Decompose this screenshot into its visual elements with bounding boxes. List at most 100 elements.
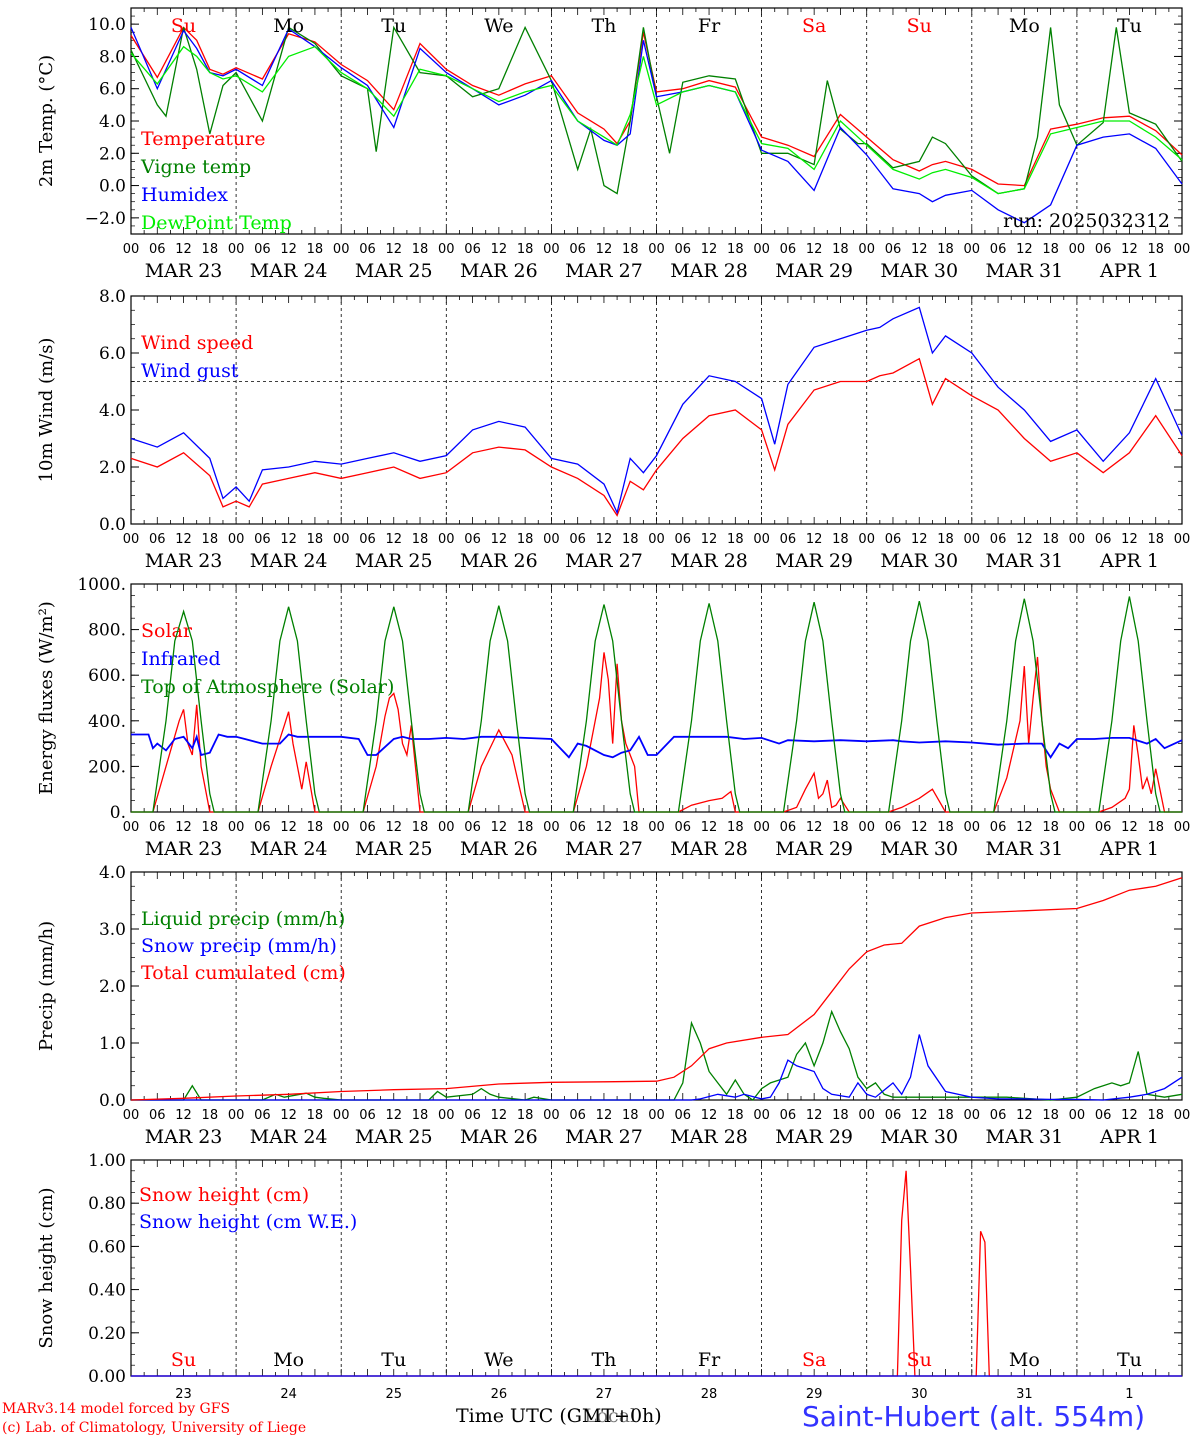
panel-3: 1000. 800. 600. 400. 200. 0. Energy fluxes (W/… <box>36 575 1190 860</box>
hour-tick-label: 06 <box>885 242 902 257</box>
series-line-4-3 <box>130 877 1183 1101</box>
hour-tick-label: 12 <box>1016 1108 1033 1123</box>
y-tick-label: 400. <box>88 712 126 732</box>
hour-tick-label: 06 <box>569 1108 586 1123</box>
weekday-label: Fr <box>698 15 721 37</box>
day-number-label: 30 <box>911 1387 928 1402</box>
hour-tick-label: 18 <box>517 820 534 835</box>
hour-tick-label: 00 <box>753 820 770 835</box>
hour-tick-label: 12 <box>911 532 928 547</box>
hour-tick-label: 00 <box>438 242 455 257</box>
y-tick-label: 4.0 <box>99 112 126 132</box>
panel-5: 1.00 0.80 0.60 0.40 0.20 0.00 Snow height (cm)… <box>36 1151 1183 1402</box>
date-label: MAR 30 <box>880 1126 958 1148</box>
hour-tick-label: 18 <box>832 242 849 257</box>
hour-tick-label: 06 <box>675 1108 692 1123</box>
hour-tick-label: 12 <box>491 532 508 547</box>
hour-tick-label: 00 <box>1069 242 1086 257</box>
lab-credit: (c) Lab. of Climatology, University of L… <box>2 1420 307 1436</box>
hour-tick-label: 00 <box>964 1108 981 1123</box>
hour-tick-label: 12 <box>385 820 402 835</box>
y-tick-label: 0.20 <box>88 1324 126 1344</box>
hour-tick-label: 18 <box>937 820 954 835</box>
hour-tick-label: 12 <box>175 1108 192 1123</box>
hour-tick-label: 18 <box>202 532 219 547</box>
legend-entry: Liquid precip (mm/h) <box>141 908 345 930</box>
hour-tick-label: 12 <box>596 242 613 257</box>
date-label: APR 1 <box>1099 260 1159 282</box>
hour-tick-label: 00 <box>1069 1108 1086 1123</box>
y-axis-label: 10m Wind (m/s) <box>36 338 57 483</box>
y-tick-label: 1000. <box>77 575 126 595</box>
hour-tick-label: 00 <box>964 820 981 835</box>
date-label: MAR 27 <box>565 1126 643 1148</box>
hour-tick-label: 00 <box>228 242 245 257</box>
hour-tick-label: 06 <box>990 532 1007 547</box>
weekday-label: Sa <box>802 1349 826 1371</box>
date-label: MAR 31 <box>985 838 1063 860</box>
y-axis-label: Energy fluxes (W/m²) <box>36 601 57 795</box>
date-label: MAR 25 <box>355 1126 433 1148</box>
hour-tick-label: 06 <box>464 1108 481 1123</box>
hour-tick-label: 12 <box>596 1108 613 1123</box>
hour-tick-label: 18 <box>517 242 534 257</box>
weekday-label: Sa <box>802 15 826 37</box>
weekday-label: Tu <box>1117 1349 1142 1371</box>
hour-tick-label: 06 <box>149 1108 166 1123</box>
hour-tick-label: 00 <box>438 532 455 547</box>
hour-tick-label: 06 <box>990 820 1007 835</box>
hour-tick-label: 06 <box>675 820 692 835</box>
hour-tick-label: 18 <box>307 1108 324 1123</box>
hour-tick-label: 06 <box>149 242 166 257</box>
hour-tick-label: 18 <box>307 532 324 547</box>
panel-1: 10.0 8.0 6.0 4.0 2.0 0.0 −2.0 2m Temp. (°C) Temp… <box>36 7 1190 282</box>
xaxis-title: Time UTC (GMT+0h) <box>456 1405 662 1427</box>
day-number-label: 31 <box>1016 1387 1033 1402</box>
hour-tick-label: 18 <box>622 242 639 257</box>
legend-entry: Snow height (cm W.E.) <box>139 1211 357 1233</box>
hour-tick-label: 12 <box>175 532 192 547</box>
y-tick-label: 800. <box>88 621 126 641</box>
hour-tick-label: 06 <box>149 532 166 547</box>
hour-tick-label: 12 <box>806 1108 823 1123</box>
y-tick-label: 6.0 <box>99 80 126 100</box>
date-label: MAR 28 <box>670 260 748 282</box>
hour-tick-label: 18 <box>1147 1108 1164 1123</box>
day-number-label: 24 <box>280 1387 297 1402</box>
hour-tick-label: 06 <box>1095 242 1112 257</box>
y-tick-label: 6.0 <box>99 344 126 364</box>
hour-tick-label: 00 <box>123 532 140 547</box>
hour-tick-label: 18 <box>937 1108 954 1123</box>
hour-tick-label: 12 <box>175 242 192 257</box>
hour-tick-label: 12 <box>1016 242 1033 257</box>
y-tick-label: 1.00 <box>88 1151 126 1171</box>
hour-tick-label: 00 <box>648 820 665 835</box>
date-label: MAR 31 <box>985 1126 1063 1148</box>
hour-tick-label: 18 <box>1042 532 1059 547</box>
hour-tick-label: 12 <box>491 242 508 257</box>
weekday-label: We <box>484 1349 513 1371</box>
hour-tick-label: 18 <box>517 532 534 547</box>
hour-tick-label: 18 <box>937 242 954 257</box>
hour-tick-label: 06 <box>675 532 692 547</box>
weekday-label: Su <box>907 15 932 37</box>
series-line-2-2 <box>130 306 1183 515</box>
weekday-label: Mo <box>273 15 304 37</box>
hour-tick-label: 18 <box>832 820 849 835</box>
hour-tick-label: 00 <box>858 242 875 257</box>
y-tick-label: 200. <box>88 757 126 777</box>
date-label: MAR 26 <box>460 550 538 572</box>
day-number-label: 28 <box>701 1387 718 1402</box>
hour-tick-label: 06 <box>254 820 271 835</box>
hour-tick-label: 12 <box>701 242 718 257</box>
xaxis-title-overlap: Local <box>584 1405 637 1427</box>
hour-tick-label: 06 <box>780 242 797 257</box>
hour-tick-label: 00 <box>1069 820 1086 835</box>
date-label: MAR 29 <box>775 1126 853 1148</box>
y-tick-label: 0.60 <box>88 1237 126 1257</box>
weekday-label: Fr <box>698 1349 721 1371</box>
hour-tick-label: 00 <box>333 242 350 257</box>
hour-tick-label: 12 <box>806 242 823 257</box>
y-tick-label: 2.0 <box>99 977 126 997</box>
weekday-label: Mo <box>273 1349 304 1371</box>
